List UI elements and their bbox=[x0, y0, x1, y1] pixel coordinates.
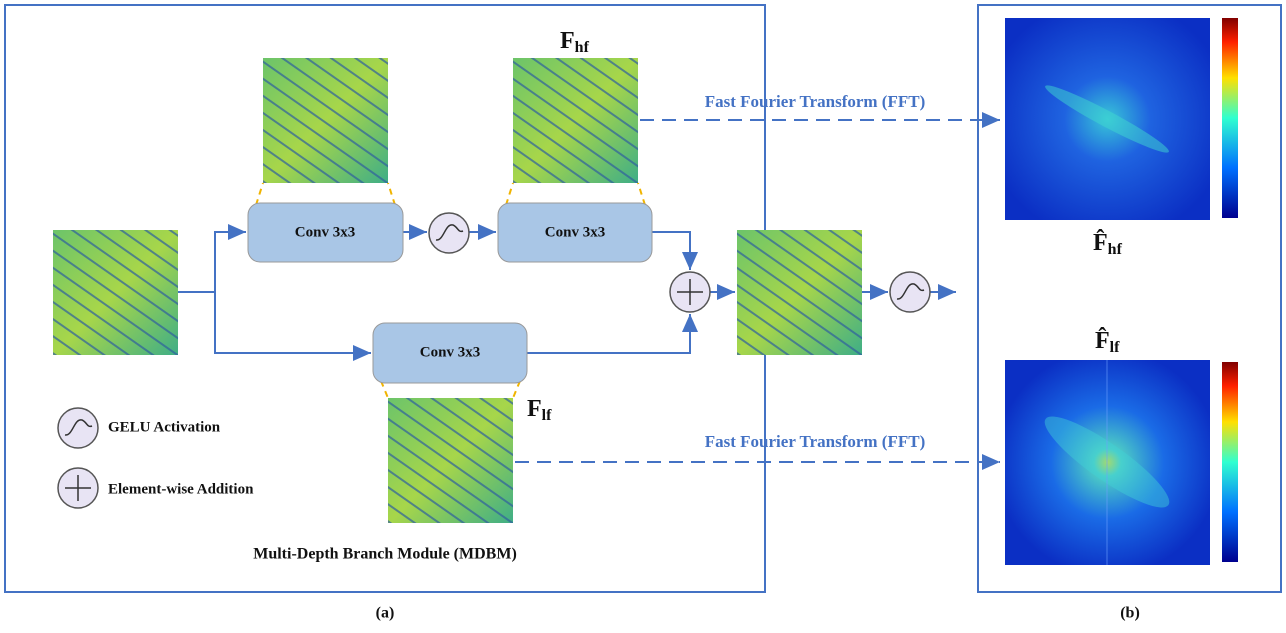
legend-label: GELU Activation bbox=[108, 419, 221, 435]
symbol: F̂lf bbox=[1095, 327, 1120, 356]
symbol-base: F bbox=[560, 28, 575, 54]
module-title: Multi-Depth Branch Module (MDBM) bbox=[253, 546, 517, 563]
symbol: Fhf bbox=[560, 28, 590, 56]
caption: (a) bbox=[376, 605, 395, 622]
symbol-sub: lf bbox=[542, 407, 552, 424]
diagram: Conv 3x3 Conv 3x3 Conv 3x3 Fast Fourier … bbox=[0, 0, 1286, 633]
symbol-sub: hf bbox=[1108, 241, 1123, 258]
symbol: Flf bbox=[527, 396, 552, 424]
symbol-sub: hf bbox=[575, 39, 590, 56]
symbol: F̂hf bbox=[1093, 229, 1123, 258]
caption: (b) bbox=[1120, 605, 1140, 622]
conv-label: Conv 3x3 bbox=[295, 224, 355, 240]
symbol-base: F̂ bbox=[1093, 229, 1108, 256]
symbol-base: F̂ bbox=[1095, 327, 1110, 354]
symbol-sub: lf bbox=[1110, 339, 1120, 356]
conv-label: Conv 3x3 bbox=[420, 344, 480, 360]
fft-label: Fast Fourier Transform (FFT) bbox=[705, 432, 926, 451]
feature-maps bbox=[53, 58, 862, 523]
fft-label: Fast Fourier Transform (FFT) bbox=[705, 92, 926, 111]
symbol-base: F bbox=[527, 396, 542, 422]
conv-label: Conv 3x3 bbox=[545, 224, 605, 240]
spectra bbox=[1005, 18, 1238, 565]
legend-label: Element-wise Addition bbox=[108, 481, 254, 497]
